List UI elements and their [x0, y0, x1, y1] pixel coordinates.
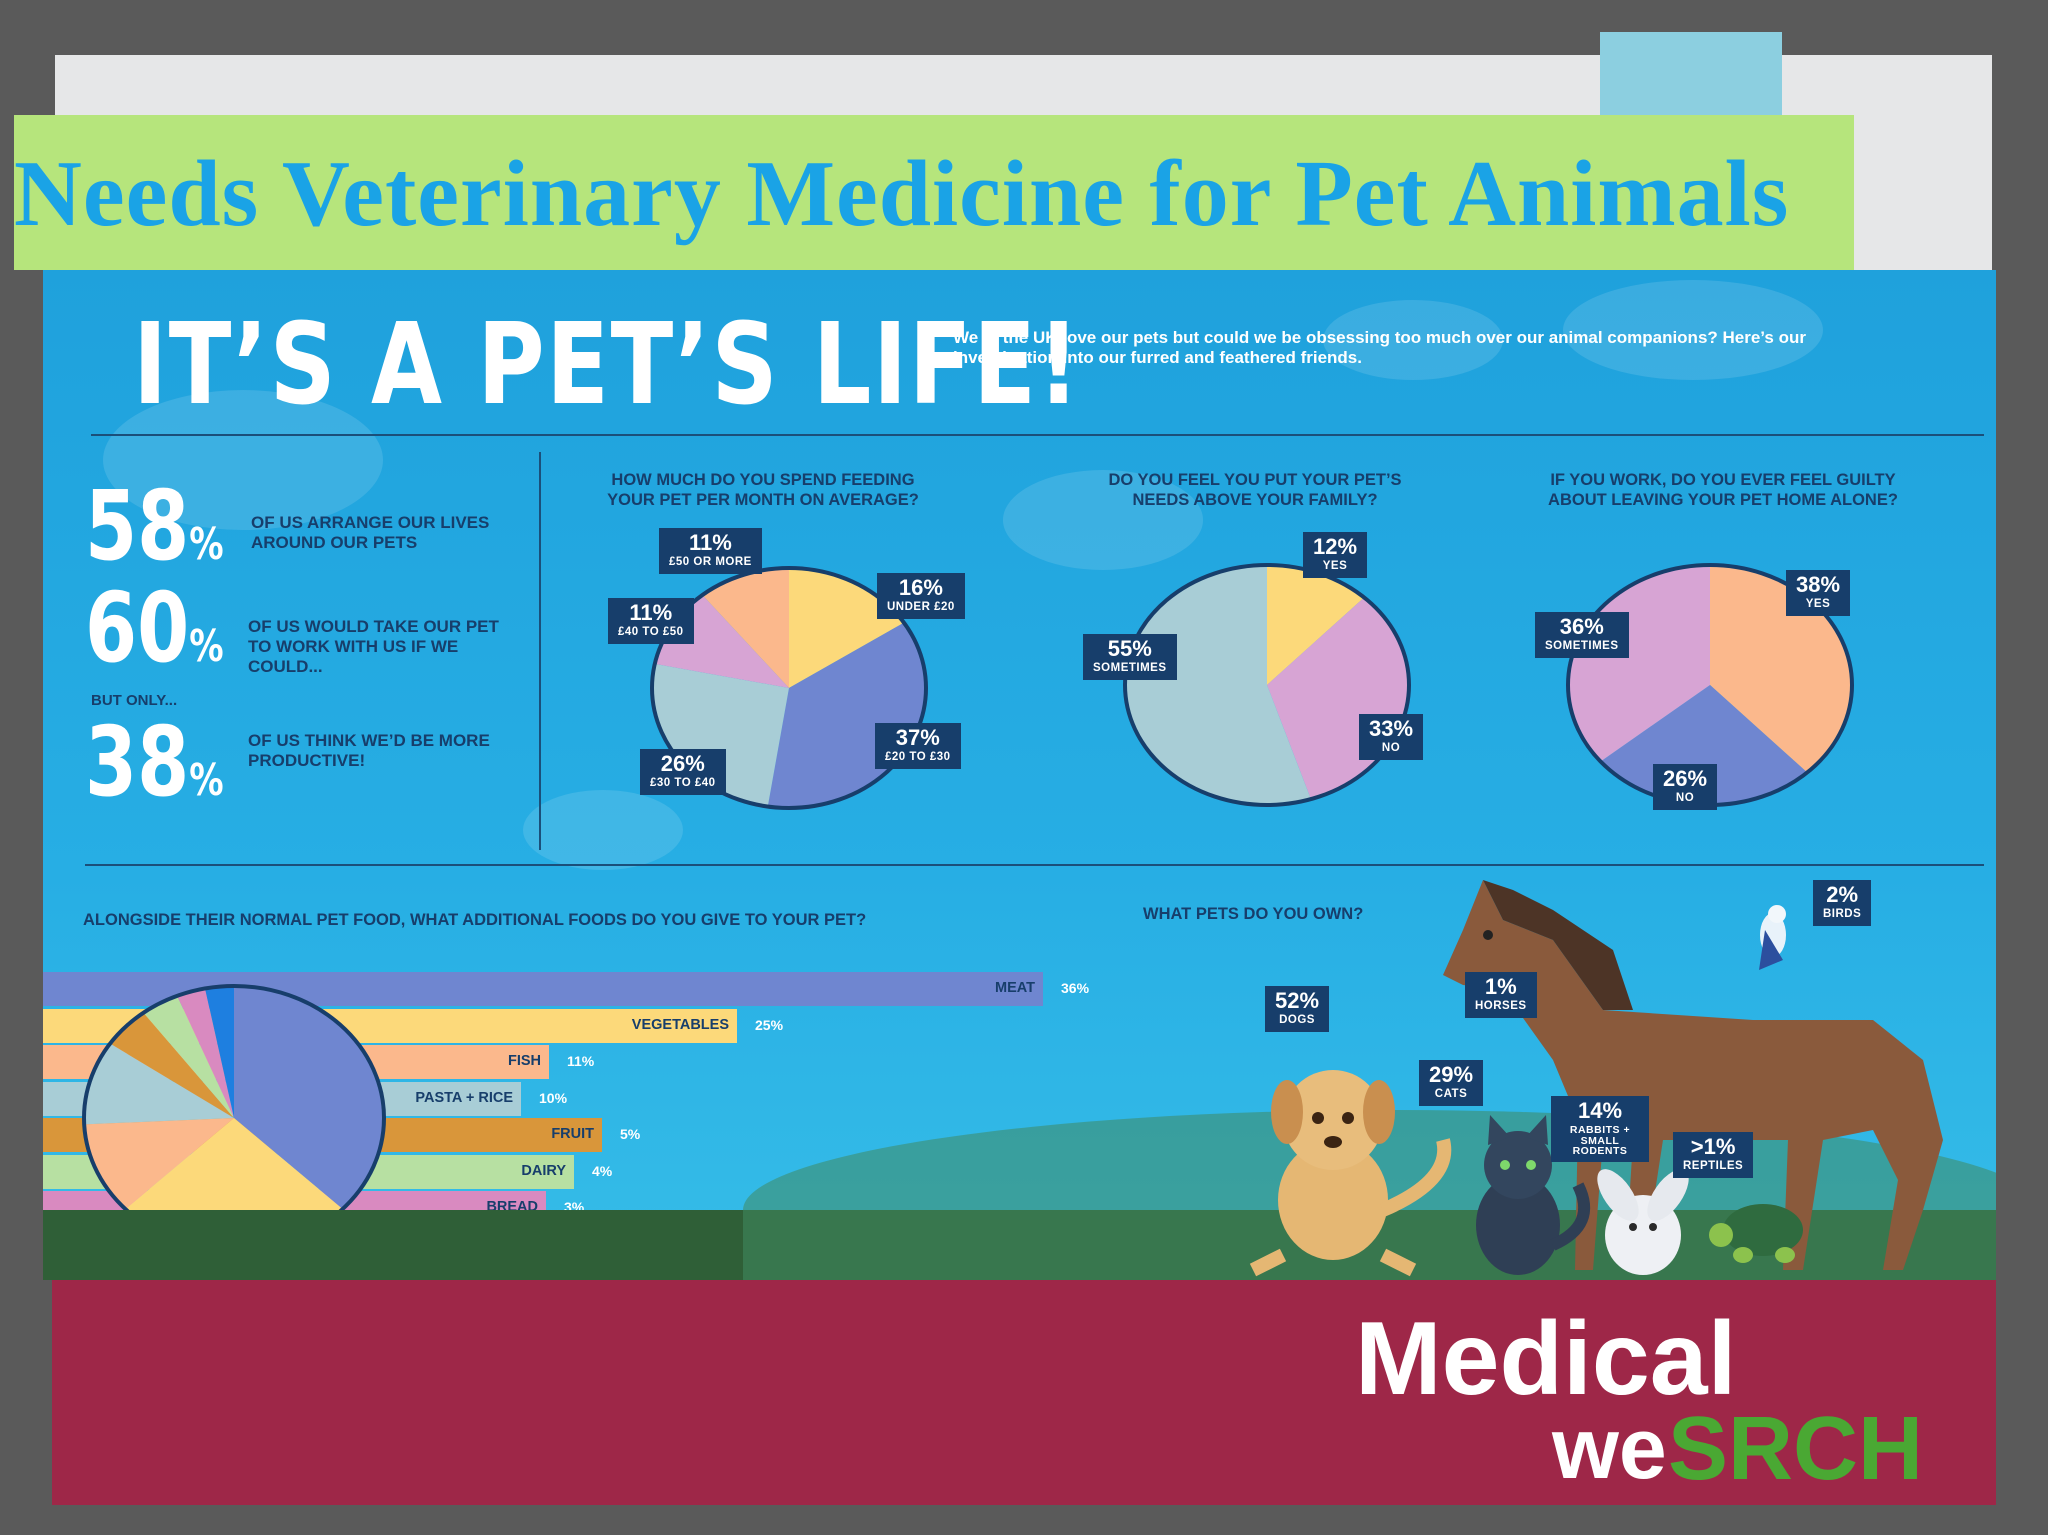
bar-label: PASTA + RICE	[415, 1089, 513, 1106]
pie2-tag-no: 33% NO	[1359, 714, 1424, 760]
stat-58: 58%	[85, 470, 224, 582]
stat-60-label: OF US WOULD TAKE OUR PET TO WORK WITH US…	[248, 617, 499, 676]
pie2-tag-yes: 12% YES	[1303, 532, 1368, 578]
bar-label: MEAT	[994, 980, 1035, 996]
horse-illustration	[1443, 880, 1943, 1270]
pie-slice-fruit	[110, 1012, 234, 1118]
infographic: IT’S A PET’S LIFE! We in the UK love our…	[43, 270, 1996, 1280]
bar-value: 36%	[1061, 980, 1090, 996]
bar-value: 5%	[620, 1126, 641, 1142]
cloud	[1563, 280, 1823, 380]
cat-illustration	[1476, 1115, 1591, 1275]
bar-label: FRUIT	[551, 1126, 594, 1142]
pie-slice--50-or-more	[702, 568, 789, 688]
stat-38: 38%	[85, 706, 224, 818]
bar-label: VEGETABLES	[631, 1016, 729, 1033]
pie-slice-yes	[1267, 565, 1365, 685]
pie-slice-bread	[177, 988, 234, 1118]
pie-slice-other	[205, 986, 234, 1118]
pets-tag-reptiles: >1% REPTILES	[1673, 1132, 1754, 1178]
pie-slice-pasta-rice	[84, 1043, 234, 1125]
dog-illustration	[1249, 1070, 1452, 1277]
footer-band	[52, 1280, 1996, 1505]
pets-tag-dogs: 52% DOGS	[1265, 986, 1330, 1032]
pie3-question: IF YOU WORK, DO YOU EVER FEEL GUILTY ABO…	[1548, 471, 1898, 509]
footer-logo-srch: SRCH	[1668, 1399, 1924, 1499]
divider	[91, 434, 1984, 436]
pie1-tag-20-30: 37% £20 TO £30	[875, 723, 961, 769]
bar-label: FISH	[507, 1053, 541, 1069]
pie-slice--30-to-40	[652, 663, 789, 807]
stat-60: 60%	[85, 572, 224, 684]
rabbit-illustration	[1597, 1169, 1689, 1275]
stat-38-label: OF US THINK WE’D BE MORE PRODUCTIVE!	[248, 731, 490, 770]
footer-logo-we: we	[1552, 1401, 1667, 1497]
pie2-chart	[1123, 563, 1411, 807]
bar-value: 4%	[592, 1162, 613, 1179]
pie1-tag-30-40: 26% £30 TO £40	[640, 749, 726, 795]
pie3-tag-sometimes: 36% SOMETIMES	[1535, 612, 1629, 658]
pie-slice-meat	[234, 986, 385, 1210]
pie1-question: HOW MUCH DO YOU SPEND FEEDING YOUR PET P…	[607, 471, 919, 509]
bird-illustration	[1759, 905, 1786, 970]
pie2-question: DO YOU FEEL YOU PUT YOUR PET’S NEEDS ABO…	[1108, 471, 1402, 509]
bar-value: 11%	[567, 1053, 595, 1069]
pie3-tag-no: 26% NO	[1653, 764, 1718, 810]
divider	[85, 864, 1984, 866]
pie-slice-no	[1600, 685, 1808, 805]
but-only: BUT ONLY...	[91, 692, 178, 709]
cloud	[523, 790, 683, 870]
title-band	[14, 115, 1854, 270]
pie-outline	[650, 566, 928, 810]
foods-question: ALONGSIDE THEIR NORMAL PET FOOD, WHAT AD…	[83, 911, 867, 929]
pie3-tag-yes: 38% YES	[1786, 570, 1851, 616]
footer-medical-logo: Medical	[1355, 1301, 1737, 1417]
pets-tag-horses: 1% HORSES	[1465, 972, 1537, 1018]
pets-tag-rabbits: 14% RABBITS + SMALL RODENTS	[1551, 1096, 1649, 1162]
cloud	[1323, 300, 1503, 380]
pie2-tag-sometimes: 55% SOMETIMES	[1083, 634, 1177, 680]
headline: IT’S A PET’S LIFE!	[133, 300, 1082, 430]
pie-outline	[1123, 563, 1411, 807]
bar-value: 25%	[755, 1016, 784, 1033]
intro-text: We in the UK love our pets but could we …	[953, 328, 1806, 367]
pie-slice-yes	[1710, 565, 1852, 773]
pie1-tag-50-more: 11% £50 OR MORE	[659, 528, 762, 574]
bar-value: 10%	[539, 1089, 568, 1106]
pets-tag-cats: 29% CATS	[1419, 1060, 1484, 1106]
slide-title: Needs Veterinary Medicine for Pet Animal…	[14, 142, 1790, 246]
pie-slice-under-20	[789, 568, 904, 688]
stat-58-label: OF US ARRANGE OUR LIVES AROUND OUR PETS	[251, 513, 490, 552]
pie1-tag-under-20: 16% UNDER £20	[877, 573, 965, 619]
pets-question: WHAT PETS DO YOU OWN?	[1143, 905, 1364, 923]
cloud	[1003, 470, 1203, 570]
cloud	[103, 390, 383, 530]
pie-slice-fish	[84, 1118, 235, 1210]
pie-slice-sometimes	[1125, 565, 1311, 805]
pie1-tag-40-50: 11% £40 TO £50	[608, 598, 694, 644]
pets-tag-birds: 2% BIRDS	[1813, 880, 1872, 926]
pie-slice-dairy	[143, 995, 234, 1118]
bar-label: DAIRY	[521, 1162, 566, 1179]
turtle-illustration	[1709, 1204, 1803, 1263]
divider	[539, 452, 541, 850]
